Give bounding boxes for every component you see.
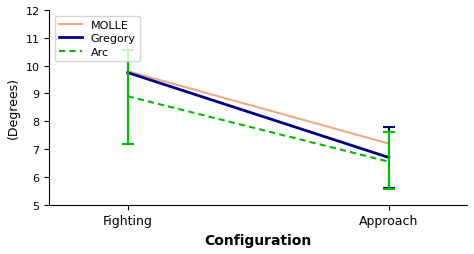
MOLLE	[386, 142, 392, 146]
Arc	[125, 95, 130, 98]
Legend: MOLLE, Gregory, Arc: MOLLE, Gregory, Arc	[55, 17, 140, 62]
Line: Arc: Arc	[128, 97, 389, 162]
Gregory	[386, 156, 392, 159]
Gregory	[125, 72, 130, 75]
X-axis label: Configuration: Configuration	[205, 233, 312, 247]
Arc	[386, 161, 392, 164]
Line: Gregory: Gregory	[128, 73, 389, 158]
Line: MOLLE: MOLLE	[128, 72, 389, 144]
MOLLE	[125, 70, 130, 73]
Y-axis label: (Degrees): (Degrees)	[7, 77, 20, 139]
